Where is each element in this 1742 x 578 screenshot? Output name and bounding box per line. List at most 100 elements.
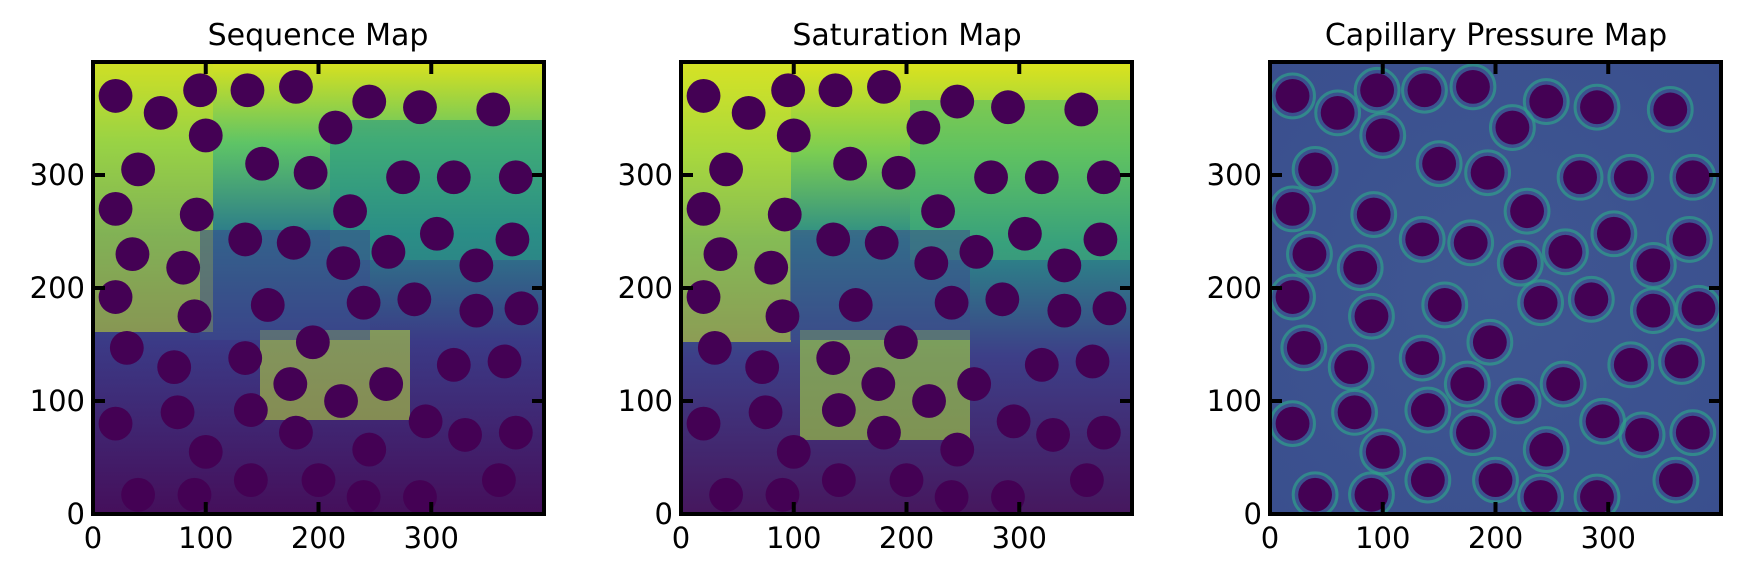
grain xyxy=(765,299,800,334)
y-tick-label: 0 xyxy=(67,497,85,531)
grain xyxy=(233,393,268,427)
grain xyxy=(346,480,381,514)
grain-halo xyxy=(1539,360,1587,408)
grain xyxy=(324,384,358,418)
grain xyxy=(293,155,328,190)
grain-halo xyxy=(1350,191,1398,238)
grain-halo xyxy=(1669,153,1717,201)
grain xyxy=(934,480,969,514)
grain xyxy=(98,280,133,314)
grain xyxy=(1427,288,1462,322)
grain xyxy=(974,160,1008,195)
chart-panel-sequence: Sequence Map 0 100 200 300 0 100 200 300 xyxy=(30,18,546,555)
grain xyxy=(1472,325,1507,360)
grain xyxy=(318,110,353,145)
grain xyxy=(1092,291,1127,326)
grain xyxy=(160,395,195,430)
grain xyxy=(487,344,522,379)
grain xyxy=(1292,237,1327,272)
grain xyxy=(1337,395,1372,430)
grain-halo xyxy=(1496,239,1544,287)
y-tick-label: 100 xyxy=(30,384,85,418)
grain xyxy=(250,288,285,322)
y-tick-label: 300 xyxy=(30,158,85,192)
x-tick-label: 0 xyxy=(672,521,690,555)
grain xyxy=(273,367,308,401)
grain-halo xyxy=(1658,338,1705,385)
x-tick-label: 300 xyxy=(404,521,459,555)
grain xyxy=(1675,160,1710,195)
grain-halo xyxy=(1464,149,1512,197)
grain xyxy=(1681,291,1716,326)
grain xyxy=(771,73,806,108)
axis-ticks: 0 100 200 300 0 100 200 300 xyxy=(30,62,544,555)
grain xyxy=(1456,415,1490,450)
grain-halo xyxy=(1646,86,1694,133)
grain xyxy=(1024,160,1059,195)
grain-halo xyxy=(1359,428,1407,476)
grain xyxy=(1360,73,1395,108)
grain-halo xyxy=(1291,471,1339,514)
grain xyxy=(1069,463,1104,498)
y-tick-label: 100 xyxy=(618,384,673,418)
grain xyxy=(1275,280,1310,314)
grain-halo xyxy=(1567,275,1615,323)
y-tick-label: 200 xyxy=(618,271,673,305)
grain xyxy=(1320,95,1355,130)
grain-halo xyxy=(1314,89,1362,137)
grain xyxy=(397,282,432,317)
axis-ticks: 0 100 200 300 0 100 200 300 xyxy=(1207,62,1721,555)
grain xyxy=(1422,146,1457,181)
grain xyxy=(403,480,437,514)
x-tick-label: 200 xyxy=(291,521,346,555)
grain xyxy=(776,118,811,153)
grain xyxy=(1410,393,1445,427)
grain-halo xyxy=(1398,215,1446,263)
grain-halo xyxy=(1404,386,1452,434)
grain xyxy=(295,325,330,360)
grain-halo xyxy=(1541,228,1589,276)
y-tick-label: 200 xyxy=(30,271,85,305)
grain xyxy=(1083,222,1118,257)
grain-halo xyxy=(1466,318,1514,366)
grain-halo xyxy=(1590,210,1638,258)
grain xyxy=(731,95,766,130)
grain xyxy=(1523,285,1558,320)
grain-halo xyxy=(1522,78,1570,125)
y-tick-label: 0 xyxy=(655,497,673,531)
y-tick-label: 200 xyxy=(1207,271,1262,305)
grain-halo xyxy=(1607,153,1655,201)
grain xyxy=(1523,480,1558,514)
grain xyxy=(157,350,192,385)
grain xyxy=(179,197,214,232)
y-tick-label: 300 xyxy=(618,158,673,192)
grain xyxy=(906,110,941,145)
grain xyxy=(408,404,443,439)
heatmap-field xyxy=(93,62,544,514)
grain xyxy=(991,90,1025,125)
grain xyxy=(697,330,732,365)
grain xyxy=(745,350,780,385)
grain xyxy=(1047,293,1082,328)
grain xyxy=(459,293,494,328)
grain xyxy=(177,299,212,334)
grain xyxy=(1356,197,1391,232)
grain xyxy=(703,237,738,272)
grain xyxy=(914,246,949,281)
grain xyxy=(1075,344,1110,379)
grain xyxy=(481,463,516,498)
x-tick-label: 0 xyxy=(84,521,102,555)
chart-panel-capillary: Capillary Pressure Map 0 100 200 300 0 100 200… xyxy=(1207,18,1723,555)
grain xyxy=(436,160,471,195)
grain xyxy=(881,155,916,190)
grain xyxy=(495,222,530,257)
chart-title: Sequence Map xyxy=(208,18,429,53)
grain xyxy=(816,341,851,375)
grain xyxy=(1580,480,1614,514)
grain xyxy=(1024,347,1059,382)
grain xyxy=(1456,69,1490,104)
grain xyxy=(1563,160,1597,195)
grain-halo xyxy=(1573,473,1621,514)
x-tick-label: 200 xyxy=(879,521,934,555)
grain xyxy=(403,90,437,125)
